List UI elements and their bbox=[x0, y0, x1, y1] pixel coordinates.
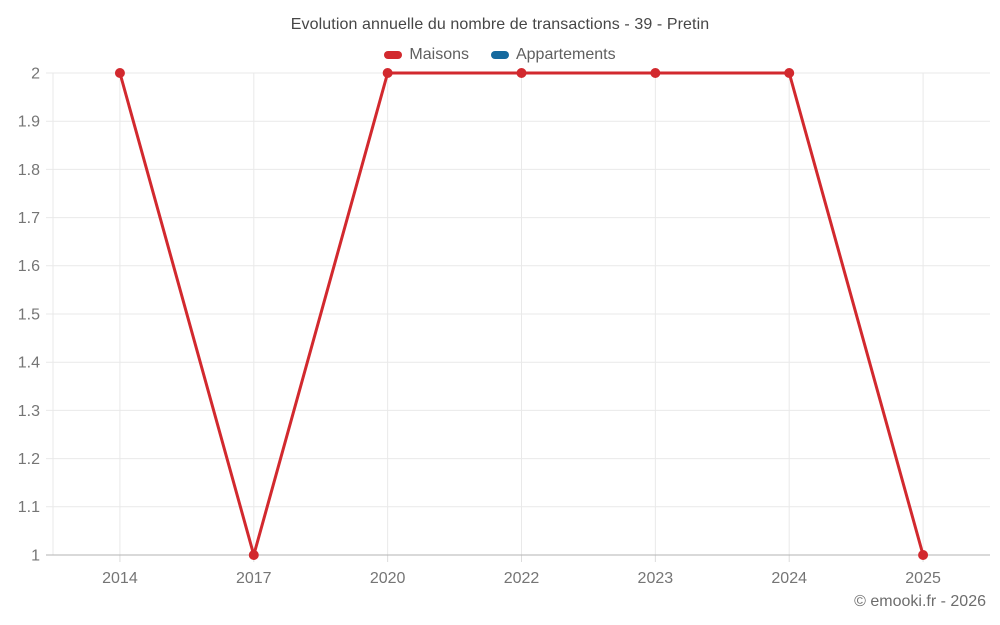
x-tick-label: 2023 bbox=[638, 570, 674, 587]
data-point-marker[interactable] bbox=[784, 68, 795, 78]
copyright-text: © emooki.fr - 2026 bbox=[854, 593, 986, 610]
legend-item-appartements[interactable]: Appartements bbox=[490, 46, 616, 64]
y-tick-label: 1.8 bbox=[18, 162, 40, 179]
maisons-swatch-icon bbox=[384, 51, 403, 59]
y-tick-label: 1.1 bbox=[18, 499, 40, 516]
y-tick-label: 1.5 bbox=[18, 306, 40, 323]
legend-label-maisons: Maisons bbox=[409, 46, 469, 63]
y-tick-label: 1 bbox=[31, 547, 40, 564]
y-tick-label: 1.7 bbox=[18, 210, 40, 227]
data-point-marker[interactable] bbox=[918, 550, 929, 560]
x-tick-label: 2024 bbox=[771, 570, 807, 587]
y-tick-label: 2 bbox=[31, 65, 40, 82]
data-point-marker[interactable] bbox=[248, 550, 259, 560]
x-tick-label: 2014 bbox=[102, 570, 138, 587]
x-tick-label: 2025 bbox=[905, 570, 941, 587]
x-tick-label: 2017 bbox=[236, 570, 272, 587]
data-point-marker[interactable] bbox=[114, 68, 125, 78]
y-tick-label: 1.9 bbox=[18, 114, 40, 131]
appartements-swatch-icon bbox=[490, 51, 509, 59]
chart-legend: Maisons Appartements bbox=[0, 46, 1000, 64]
y-tick-label: 1.4 bbox=[18, 355, 40, 372]
data-point-marker[interactable] bbox=[382, 68, 393, 78]
y-tick-label: 1.2 bbox=[18, 451, 40, 468]
chart-title: Evolution annuelle du nombre de transact… bbox=[290, 16, 710, 33]
legend-label-appartements: Appartements bbox=[515, 46, 616, 63]
legend-item-maisons[interactable]: Maisons bbox=[384, 46, 469, 64]
data-point-marker[interactable] bbox=[516, 68, 527, 78]
y-tick-label: 1.6 bbox=[18, 258, 40, 275]
data-point-marker[interactable] bbox=[650, 68, 661, 78]
x-tick-label: 2022 bbox=[504, 570, 540, 587]
x-tick-label: 2020 bbox=[370, 570, 406, 587]
y-tick-label: 1.3 bbox=[18, 403, 40, 420]
